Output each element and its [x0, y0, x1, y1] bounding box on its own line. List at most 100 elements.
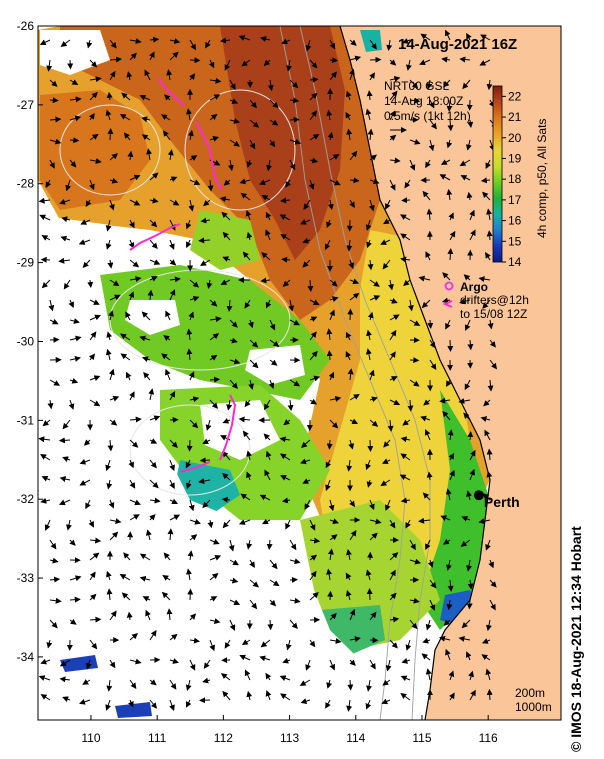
current-arrow: [200, 259, 211, 266]
current-arrow: [449, 692, 455, 701]
eddy-contour-3: [59, 104, 161, 196]
current-arrow: [222, 256, 231, 262]
current-arrow: [309, 375, 321, 382]
x-tick-label: 116: [479, 731, 498, 745]
current-arrow: [282, 279, 291, 287]
current-arrow: [106, 588, 113, 601]
current-arrow: [209, 354, 218, 361]
current-arrow: [369, 72, 375, 81]
x-tick-label: 114: [346, 731, 365, 745]
current-arrow: [369, 295, 381, 301]
current-arrow: [389, 592, 397, 601]
current-arrow: [449, 469, 455, 481]
current-arrow: [326, 350, 333, 361]
current-arrow: [286, 59, 292, 72]
current-arrow: [405, 639, 412, 651]
current-arrow: [129, 439, 139, 448]
current-arrow: [249, 119, 260, 128]
current-arrow: [267, 79, 274, 92]
drifter-track: [157, 77, 185, 107]
current-arrow: [426, 79, 433, 90]
current-arrow: [289, 116, 300, 123]
current-arrow: [125, 371, 132, 381]
current-arrow: [285, 179, 291, 188]
current-arrow: [169, 699, 175, 712]
current-arrow: [426, 471, 433, 481]
current-arrow: [345, 111, 352, 121]
current-arrow: [265, 672, 272, 681]
current-arrow: [83, 439, 91, 446]
current-arrow: [242, 251, 251, 261]
current-arrow: [106, 331, 113, 341]
current-arrow: [120, 353, 131, 361]
current-arrow: [349, 55, 362, 62]
current-arrow: [167, 149, 174, 161]
current-arrow: [89, 299, 100, 305]
current-arrow: [281, 497, 291, 504]
current-arrow: [365, 459, 372, 471]
current-arrow: [466, 599, 473, 610]
current-arrow: [169, 479, 175, 489]
current-arrow: [424, 429, 431, 441]
current-arrow: [346, 128, 353, 141]
current-arrow: [109, 419, 118, 426]
current-arrow: [139, 335, 151, 342]
current-arrow: [69, 137, 80, 144]
map-title: 14-Aug-2021 16Z: [398, 36, 517, 53]
current-arrow: [221, 496, 231, 503]
current-arrow: [309, 398, 318, 405]
current-arrow: [326, 568, 333, 581]
current-arrow: [329, 71, 337, 81]
current-arrow: [161, 591, 171, 601]
current-arrow: [198, 237, 211, 244]
current-arrow: [280, 693, 291, 701]
current-arrow: [38, 197, 51, 204]
current-arrow: [329, 612, 337, 621]
current-arrow: [69, 96, 82, 103]
current-arrow: [89, 375, 101, 381]
current-arrow: [263, 433, 271, 441]
current-arrow: [59, 676, 71, 683]
current-arrow: [447, 429, 454, 441]
current-arrow: [282, 657, 291, 664]
current-arrow: [249, 139, 256, 150]
current-arrow: [121, 92, 131, 101]
current-arrow: [48, 299, 55, 312]
current-arrow: [46, 639, 53, 649]
current-arrow: [244, 299, 251, 309]
current-arrow: [123, 132, 131, 141]
current-arrow: [485, 668, 492, 681]
current-arrow: [149, 497, 161, 504]
current-arrow: [345, 350, 352, 361]
current-arrow: [222, 472, 231, 481]
current-arrow: [221, 211, 231, 221]
current-arrow: [469, 209, 475, 221]
current-arrow: [109, 70, 116, 81]
current-arrow: [49, 379, 61, 386]
current-arrow: [169, 679, 177, 690]
current-arrow: [126, 71, 133, 81]
current-arrow: [347, 679, 354, 691]
drifter-tracks: [129, 77, 237, 473]
current-arrow: [222, 231, 231, 241]
current-arrow: [141, 116, 151, 123]
current-arrow: [169, 459, 175, 472]
x-tick-label: 112: [214, 731, 233, 745]
current-arrow: [228, 539, 235, 552]
current-arrow: [389, 552, 399, 561]
current-arrow: [327, 590, 334, 601]
current-arrow: [109, 531, 119, 541]
current-arrow: [139, 95, 151, 101]
current-arrow: [481, 654, 491, 661]
current-arrow: [407, 299, 414, 312]
bathy-legend-1000m: 1000m: [515, 700, 552, 714]
current-arrow: [329, 419, 339, 429]
current-arrow: [40, 454, 51, 461]
current-arrow: [68, 399, 75, 410]
current-arrow: [265, 211, 272, 221]
current-arrow: [149, 36, 160, 43]
current-arrow: [422, 637, 431, 644]
current-arrow: [165, 310, 171, 321]
perth-label: Perth: [484, 494, 520, 510]
